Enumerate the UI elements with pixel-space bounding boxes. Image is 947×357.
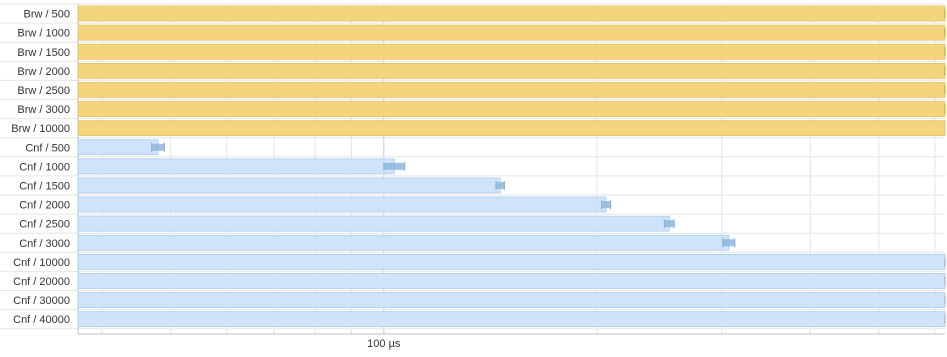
error-bar — [944, 47, 946, 57]
category-label: Cnf / 20000 — [13, 276, 70, 288]
bar-cnf-1000 — [77, 158, 395, 175]
category-label: Brw / 1000 — [17, 28, 70, 40]
error-bar-box — [151, 143, 165, 151]
bar-cnf-500 — [77, 139, 159, 156]
bar-brw-1000 — [77, 24, 946, 41]
category-label: Cnf / 40000 — [13, 314, 70, 326]
error-bar-layer — [150, 9, 946, 324]
category-label: Brw / 10000 — [11, 123, 70, 135]
error-bar — [944, 314, 946, 324]
error-bar-box — [601, 201, 611, 209]
bar-cnf-40000 — [77, 311, 946, 328]
error-bar — [663, 219, 675, 229]
bar-cnf-20000 — [77, 273, 946, 289]
error-bar — [944, 104, 946, 114]
error-bar-box — [383, 162, 405, 170]
error-bar — [150, 142, 165, 152]
x-tick-label: 100 µs — [367, 338, 401, 350]
category-label: Brw / 2000 — [17, 66, 70, 78]
bar-cnf-3000 — [77, 234, 730, 251]
error-bar-box — [664, 220, 675, 228]
bar-brw-10000 — [77, 120, 946, 137]
category-label: Cnf / 1500 — [19, 180, 70, 192]
category-label: Brw / 2500 — [17, 85, 70, 97]
category-label: Brw / 500 — [24, 9, 70, 21]
error-bar — [944, 28, 946, 38]
error-bar-box — [722, 239, 735, 247]
error-bar — [944, 66, 946, 76]
bar-brw-1500 — [77, 43, 946, 60]
error-bar — [944, 9, 946, 19]
category-label: Cnf / 1000 — [19, 161, 70, 173]
category-label: Cnf / 3000 — [19, 238, 70, 250]
error-bar — [944, 295, 946, 305]
error-bar — [944, 276, 946, 286]
error-bar — [600, 200, 612, 210]
category-label: Cnf / 2000 — [19, 200, 70, 212]
bar-brw-3000 — [77, 101, 946, 117]
bar-brw-500 — [77, 5, 946, 22]
x-tick-label-layer: 100 µs1 ms10 ms100 ms — [367, 338, 401, 350]
category-label: Cnf / 500 — [25, 142, 70, 154]
error-bar — [944, 257, 946, 267]
bar-cnf-30000 — [77, 292, 946, 308]
bar-cnf-10000 — [77, 253, 946, 270]
category-label: Cnf / 2500 — [19, 219, 70, 231]
bar-cnf-1500 — [77, 177, 501, 194]
bar-layer — [77, 5, 946, 328]
error-bar — [944, 85, 946, 95]
error-bar-box — [495, 181, 505, 189]
bar-cnf-2000 — [77, 196, 607, 213]
error-bar — [722, 238, 736, 248]
bar-cnf-2500 — [77, 215, 670, 232]
category-label: Cnf / 10000 — [13, 257, 70, 269]
bar-brw-2000 — [77, 62, 946, 79]
category-label-layer: Brw / 500 Brw / 1000 Brw / 1500 Brw / 2000 B… — [11, 9, 70, 327]
category-label: Brw / 3000 — [17, 104, 70, 116]
category-label: Cnf / 30000 — [13, 295, 70, 307]
category-label: Brw / 1500 — [17, 47, 70, 59]
error-bar — [383, 161, 406, 171]
bar-brw-2500 — [77, 82, 946, 98]
error-bar — [495, 180, 505, 190]
